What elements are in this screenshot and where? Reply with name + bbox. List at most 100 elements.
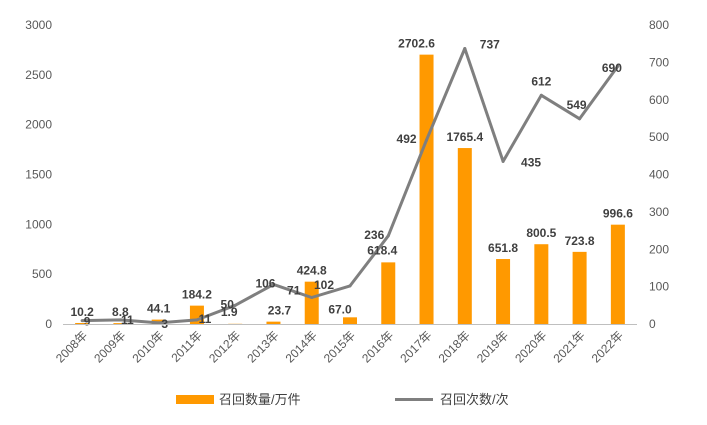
- line-point: [157, 321, 161, 325]
- x-tick-label: 2012年: [206, 328, 243, 365]
- x-tick-label: 2022年: [589, 328, 626, 365]
- bar: [610, 224, 625, 324]
- x-tick-label: 2018年: [436, 328, 473, 365]
- line-point: [386, 234, 390, 238]
- bar: [304, 281, 319, 324]
- line-point: [310, 295, 314, 299]
- bar: [75, 322, 90, 324]
- line-data-labels: 9 11 3 11 50 106 71 102 236 492 737 435 612 549 690: [84, 38, 622, 331]
- line-data-label: 50: [221, 297, 235, 311]
- line-data-label: 11: [199, 312, 212, 326]
- left-tick-label: 1500: [25, 168, 52, 182]
- right-tick-label: 700: [649, 55, 669, 69]
- left-tick-label: 0: [45, 317, 52, 331]
- line-data-label: 102: [314, 278, 334, 292]
- x-tick-label: 2021年: [550, 328, 587, 365]
- bar-data-label: 23.7: [268, 304, 292, 318]
- x-tick-label: 2014年: [283, 328, 320, 365]
- line-point: [425, 138, 429, 142]
- x-tick-label: 2016年: [359, 328, 396, 365]
- bar-data-label: 44.1: [147, 302, 171, 316]
- line-point: [348, 284, 352, 288]
- line-data-label: 492: [397, 132, 417, 146]
- line-data-label: 9: [84, 315, 91, 329]
- bar-data-label: 1.9: [221, 305, 238, 319]
- x-tick-label: 2015年: [321, 328, 358, 365]
- line-data-label: 11: [121, 313, 134, 327]
- line-data-label: 3: [161, 317, 168, 331]
- x-tick-label: 2020年: [512, 328, 549, 365]
- x-tick-label: 2017年: [397, 328, 434, 365]
- x-axis: 2008年 2009年 2010年 2011年 2012年 2013年 2014年 2015年…: [53, 324, 637, 365]
- line-point: [118, 318, 122, 322]
- bar: [457, 148, 472, 324]
- right-tick-label: 0: [649, 317, 656, 331]
- bar: [496, 259, 511, 324]
- x-tick-label: 2011年: [168, 328, 205, 365]
- line-point: [271, 282, 275, 286]
- line-point: [501, 159, 505, 163]
- line-point: [233, 303, 237, 307]
- x-tick-label: 2008年: [53, 328, 90, 365]
- legend-bar-swatch: [176, 395, 214, 404]
- line-data-label: 236: [364, 228, 384, 242]
- right-tick-label: 100: [649, 280, 669, 294]
- bar-data-label: 10.2: [70, 305, 94, 319]
- bar-data-label: 2702.6: [398, 37, 435, 51]
- line-data-label: 690: [602, 61, 622, 75]
- x-tick-label: 2010年: [130, 328, 167, 365]
- line-point: [616, 64, 620, 68]
- legend-bar-label: 召回数量/万件: [219, 392, 301, 407]
- right-tick-label: 500: [649, 130, 669, 144]
- x-tick-label: 2013年: [244, 328, 281, 365]
- legend: 召回数量/万件 召回次数/次: [176, 392, 509, 407]
- line-data-label: 71: [287, 283, 301, 297]
- line-data-label: 612: [531, 74, 551, 88]
- line-point: [578, 117, 582, 121]
- left-tick-label: 3000: [25, 18, 52, 32]
- x-tick-label: 2019年: [474, 328, 511, 365]
- bar-data-label: 800.5: [526, 226, 556, 240]
- left-tick-label: 1000: [25, 217, 52, 231]
- bar: [343, 317, 357, 324]
- bar: [534, 244, 549, 324]
- bar-data-label: 1765.4: [446, 130, 483, 144]
- bar-data-label: 651.8: [488, 241, 518, 255]
- line-series: [80, 47, 620, 325]
- right-tick-label: 800: [649, 18, 669, 32]
- line-data-label: 549: [567, 98, 587, 112]
- line-data-label: 435: [521, 155, 541, 169]
- bar-data-label: 723.8: [565, 234, 595, 248]
- bar: [266, 321, 281, 324]
- line-point: [463, 47, 467, 51]
- bar-data-labels: 10.2 8.8 44.1 184.2 1.9 23.7 424.8 67.0 618.4 270…: [70, 37, 633, 319]
- bar-data-label: 67.0: [328, 302, 352, 316]
- right-tick-label: 400: [649, 168, 669, 182]
- bar: [381, 262, 396, 324]
- bar-data-label: 996.6: [603, 207, 633, 221]
- right-tick-label: 600: [649, 93, 669, 107]
- line-point: [80, 319, 84, 323]
- line-point: [539, 93, 543, 97]
- left-tick-label: 2500: [25, 68, 52, 82]
- left-tick-label: 2000: [25, 118, 52, 132]
- bar-data-label: 184.2: [182, 288, 212, 302]
- bar-data-label: 424.8: [297, 264, 327, 278]
- left-y-axis: 0 500 1000 1500 2000 2500 3000: [25, 18, 52, 331]
- bar: [572, 251, 587, 324]
- line-point: [195, 318, 199, 322]
- left-tick-label: 500: [32, 267, 52, 281]
- bar-data-label: 618.4: [367, 243, 397, 257]
- right-tick-label: 200: [649, 242, 669, 256]
- line-data-label: 106: [255, 276, 275, 290]
- line-data-label: 737: [480, 38, 500, 52]
- bar: [113, 323, 128, 324]
- bar-data-label: 8.8: [112, 305, 129, 319]
- bar-series: [75, 54, 625, 325]
- x-tick-label: 2009年: [91, 328, 128, 365]
- bar: [419, 54, 434, 324]
- right-tick-label: 300: [649, 205, 669, 219]
- right-y-axis: 0 100 200 300 400 500 600 700 800: [649, 18, 669, 331]
- legend-line-label: 召回次数/次: [440, 392, 509, 407]
